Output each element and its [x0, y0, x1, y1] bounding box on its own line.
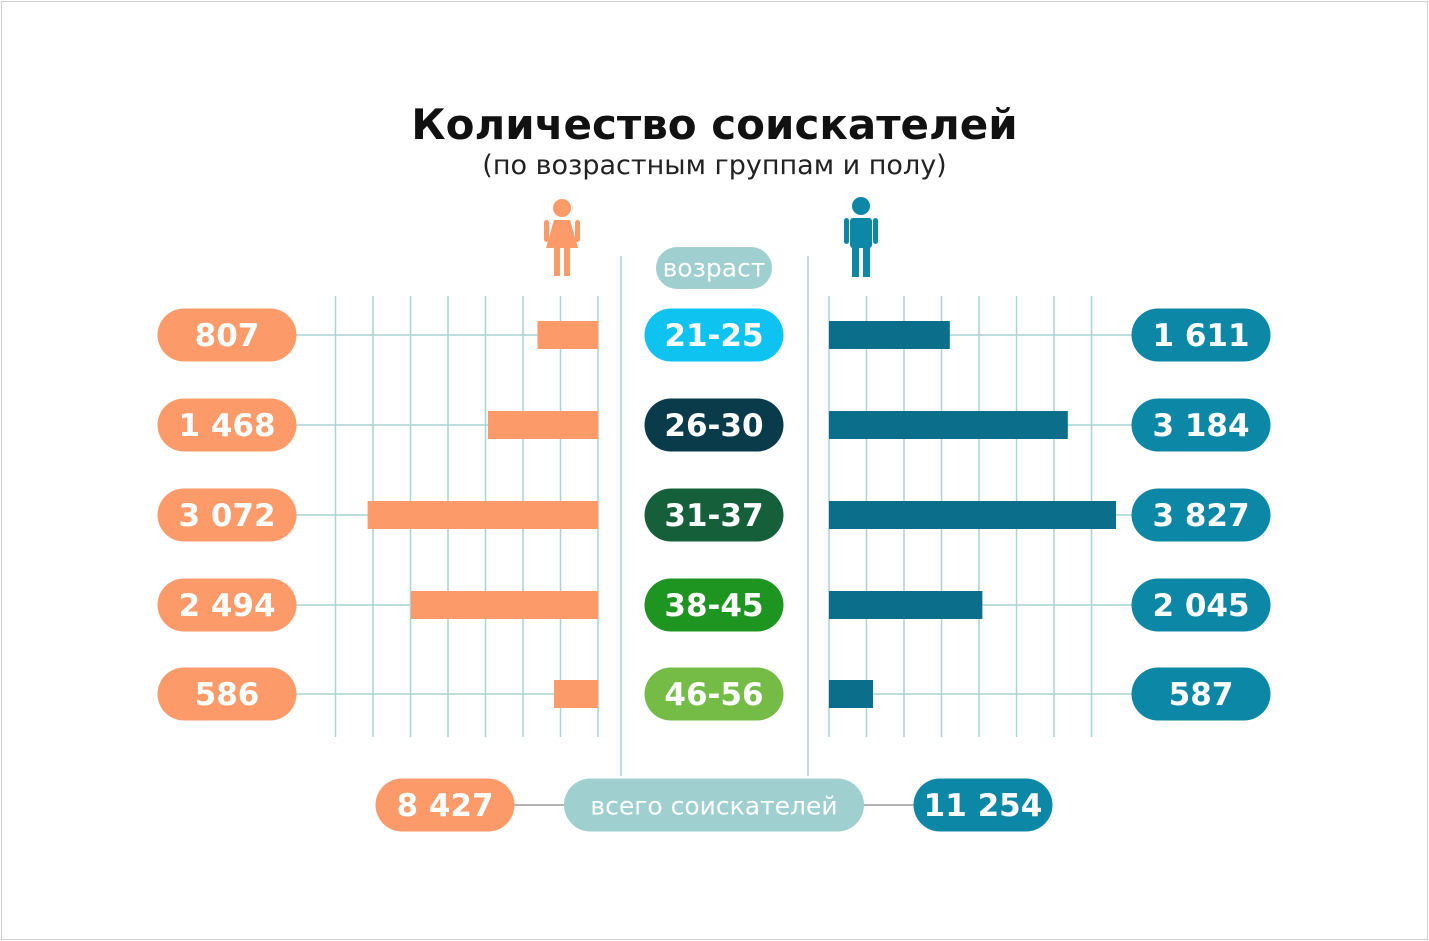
female-icon-leg	[554, 247, 560, 276]
bar-female	[367, 501, 598, 529]
data-label-male: 1 611	[1152, 318, 1249, 354]
data-label-male: 3 184	[1152, 408, 1249, 444]
bar-female	[487, 411, 598, 439]
data-label-female: 3 072	[178, 498, 275, 534]
bar-male	[829, 321, 950, 349]
male-icon-leg	[863, 246, 870, 277]
female-icon-arm	[575, 220, 580, 242]
value-pill-male	[1131, 667, 1271, 721]
age-header-label: возраст	[663, 254, 766, 283]
female-icon	[544, 199, 580, 276]
chart-subtitle: (по возрастным группам и полу)	[482, 150, 947, 181]
bar-female	[410, 591, 598, 619]
age-pill	[644, 667, 784, 721]
data-label-male: 3 827	[1152, 498, 1249, 534]
chart-title: Количество соискателей	[411, 100, 1018, 149]
total-female-label: 8 427	[396, 788, 493, 824]
data-label-male: 587	[1169, 677, 1234, 713]
female-icon-head	[553, 199, 571, 217]
value-pill-female	[157, 667, 297, 721]
total-male-label: 11 254	[924, 788, 1043, 824]
male-icon-arm	[873, 218, 878, 244]
value-pill-female	[157, 578, 297, 632]
value-pill-female	[157, 488, 297, 542]
male-icon-arm	[844, 218, 849, 244]
data-label-female: 807	[195, 318, 260, 354]
total-caption-pill	[564, 778, 864, 832]
bar-male	[829, 501, 1117, 529]
value-pill-female	[157, 398, 297, 452]
value-pill-male	[1131, 398, 1271, 452]
bar-female	[537, 321, 598, 349]
total-caption-label: всего соискателей	[590, 792, 837, 821]
male-icon-leg	[852, 246, 859, 277]
value-pill-male	[1131, 488, 1271, 542]
age-pill	[644, 578, 784, 632]
bar-female	[554, 680, 598, 708]
data-label-female: 586	[195, 677, 260, 713]
male-icon-head	[852, 197, 870, 215]
female-icon-leg	[564, 247, 570, 276]
data-label-female: 1 468	[178, 408, 275, 444]
male-icon	[844, 197, 878, 277]
value-pill-female	[157, 308, 297, 362]
age-label: 21-25	[664, 318, 763, 354]
value-pill-male	[1131, 578, 1271, 632]
bar-male	[829, 411, 1068, 439]
data-label-female: 2 494	[178, 588, 275, 624]
bar-male	[829, 680, 874, 708]
age-header-pill	[656, 247, 772, 289]
total-pill-male	[913, 778, 1053, 832]
age-label: 46-56	[664, 677, 763, 713]
female-icon-arm	[544, 220, 549, 242]
age-label: 31-37	[664, 498, 763, 534]
total-pill-female	[375, 778, 515, 832]
female-icon-dress	[546, 220, 578, 248]
bar-male	[829, 591, 983, 619]
data-label-male: 2 045	[1152, 588, 1249, 624]
value-pill-male	[1131, 308, 1271, 362]
age-pill	[644, 488, 784, 542]
age-label: 26-30	[664, 408, 763, 444]
age-pill	[644, 398, 784, 452]
age-label: 38-45	[664, 588, 763, 624]
male-icon-torso	[850, 218, 872, 248]
age-pill	[644, 308, 784, 362]
